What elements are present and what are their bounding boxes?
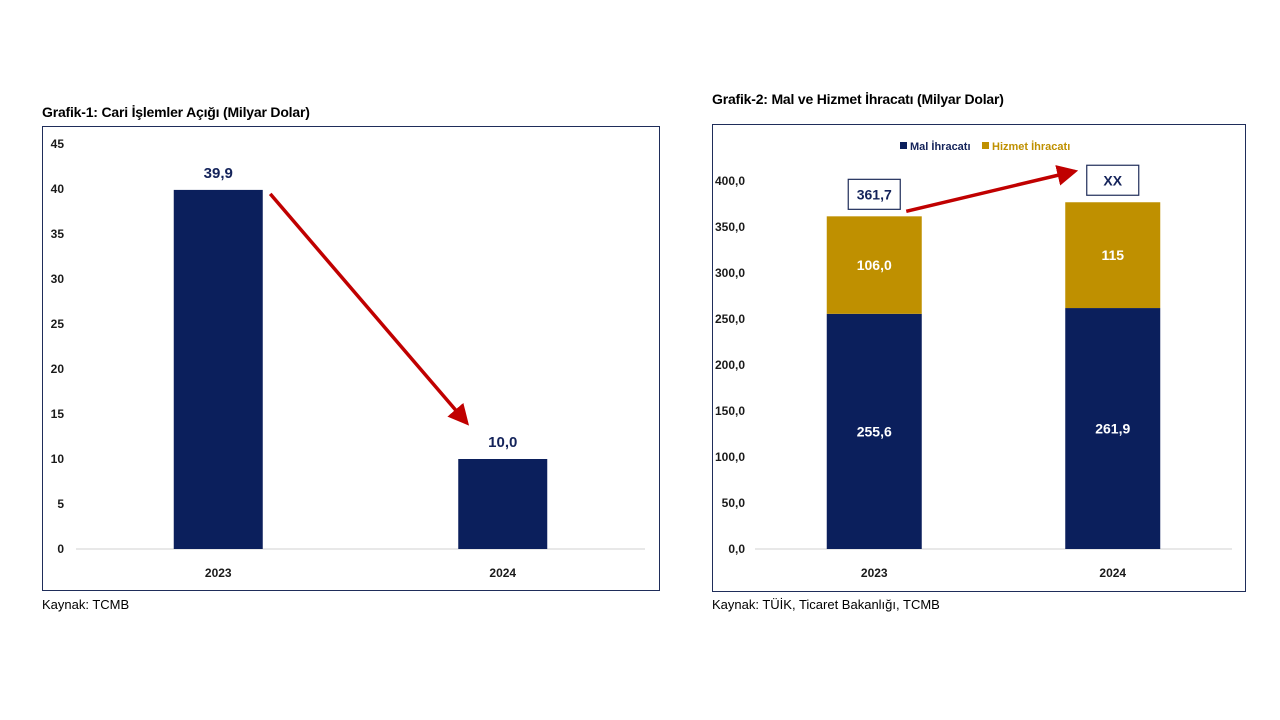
chart1-bar-2024: [458, 459, 548, 549]
chart2-total-label: 361,7: [857, 186, 892, 202]
chart1-trend-arrow: [268, 192, 470, 426]
chart2-segment-label: 255,6: [857, 423, 892, 439]
chart1-y-tick-label: 40: [51, 182, 65, 196]
chart1-data-label: 39,9: [204, 165, 233, 182]
chart2-y-tick-label: 0,0: [728, 542, 745, 556]
chart1-frame: [42, 126, 660, 591]
chart1-y-tick-label: 0: [57, 542, 64, 556]
chart2-y-tick-label: 350,0: [715, 220, 745, 234]
chart2-y-tick-label: 50,0: [722, 496, 746, 510]
chart2-y-tick-label: 300,0: [715, 266, 745, 280]
chart2-category-label: 2023: [861, 566, 888, 580]
chart1-y-tick-label: 10: [51, 452, 65, 466]
chart2-source: Kaynak: TÜİK, Ticaret Bakanlığı, TCMB: [712, 597, 940, 612]
chart2-bar-2023-hizmet: [826, 216, 922, 314]
chart2-legend-swatch: [900, 142, 907, 149]
chart1-y-tick-label: 30: [51, 272, 65, 286]
chart2-legend-label: Hizmet İhracatı: [992, 140, 1070, 153]
chart1-y-tick-label: 15: [51, 407, 65, 421]
chart2-total-box: [847, 178, 901, 210]
chart1-y-tick-label: 5: [57, 497, 64, 511]
chart2-bar-2024-mal: [1065, 308, 1161, 549]
chart2-y-tick-label: 250,0: [715, 312, 745, 326]
chart2-legend-swatch: [982, 142, 989, 149]
chart2-bar-2024-hizmet: [1065, 202, 1161, 309]
chart1-data-label: 10,0: [488, 434, 517, 451]
chart1-source: Kaynak: TCMB: [42, 597, 130, 612]
chart2-segment-label: 261,9: [1095, 421, 1130, 437]
chart1-bar-2023: [173, 189, 263, 549]
chart2-legend-label: Mal İhracatı: [910, 140, 971, 153]
chart1-category-label: 2023: [205, 566, 232, 580]
chart2-segment-label: 106,0: [857, 257, 892, 273]
chart1-y-tick-label: 45: [51, 137, 65, 151]
chart2-y-tick-label: 200,0: [715, 358, 745, 372]
chart1-title: Grafik-1: Cari İşlemler Açığı (Milyar Do…: [42, 104, 310, 120]
chart2-segment-label: 115: [1101, 247, 1124, 263]
chart2-title: Grafik-2: Mal ve Hizmet İhracatı (Milyar…: [712, 91, 1004, 107]
chart2-y-tick-label: 100,0: [715, 450, 745, 464]
chart1-y-tick-label: 20: [51, 362, 65, 376]
chart1-y-tick-label: 35: [51, 227, 65, 241]
chart1-category-label: 2024: [489, 566, 516, 580]
chart2-trend-arrow: [905, 165, 1079, 214]
chart2-bar-2023-mal: [826, 313, 922, 549]
chart2-category-label: 2024: [1099, 566, 1126, 580]
chart2-total-label: XX: [1103, 172, 1122, 188]
chart2-y-tick-label: 400,0: [715, 174, 745, 188]
chart2-y-tick-label: 150,0: [715, 404, 745, 418]
chart1-y-tick-label: 25: [51, 317, 65, 331]
chart2-total-box: [1086, 164, 1140, 196]
